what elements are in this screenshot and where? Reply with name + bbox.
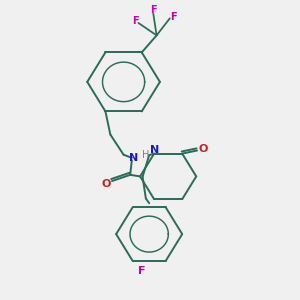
Text: H: H (142, 150, 150, 160)
Text: F: F (170, 12, 176, 22)
Text: F: F (150, 5, 157, 15)
Text: N: N (149, 145, 159, 155)
Text: N: N (129, 153, 138, 163)
Text: O: O (101, 178, 111, 188)
Text: O: O (198, 144, 208, 154)
Text: F: F (138, 266, 146, 276)
Text: F: F (132, 16, 139, 26)
